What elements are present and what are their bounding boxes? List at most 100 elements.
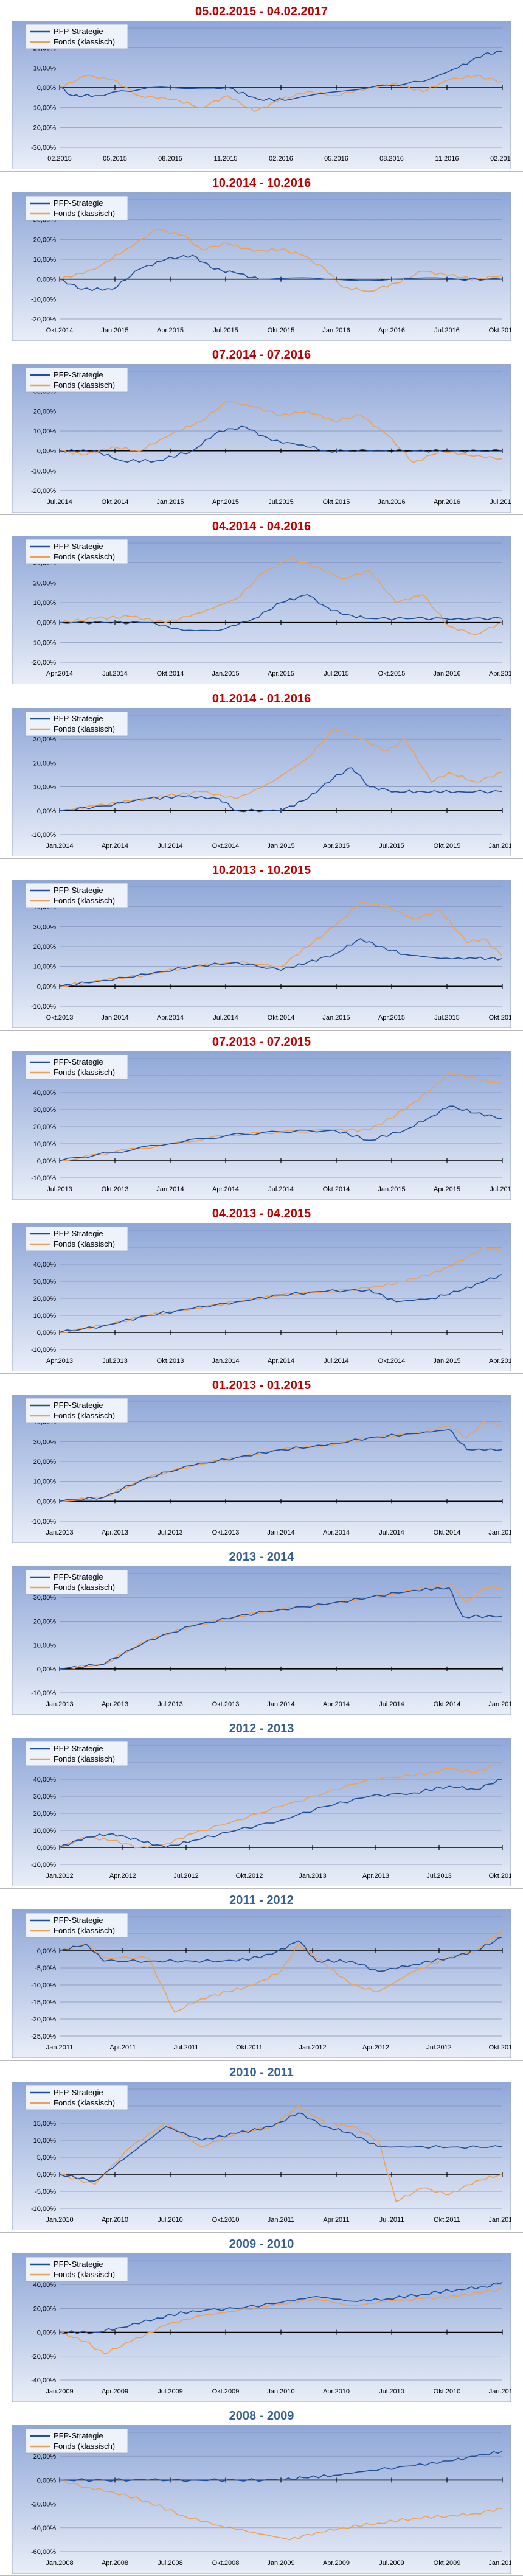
y-tick-label: 20,00% xyxy=(33,1810,57,1818)
x-tick-label: Apr.2015 xyxy=(157,327,184,334)
y-tick-label: 30,00% xyxy=(33,736,57,743)
x-tick-label: Apr.2010 xyxy=(323,2388,350,2395)
x-tick-label: Jan.2016 xyxy=(378,499,405,506)
legend-label-pfp: PFP-Strategie xyxy=(54,1229,103,1238)
series-line-pfp xyxy=(59,1105,503,1161)
x-tick-label: Jul.2015 xyxy=(434,1014,460,1021)
x-tick-label: 11.2015 xyxy=(214,155,238,163)
x-tick-label: 02.2016 xyxy=(269,155,293,163)
y-tick-label: -10,00% xyxy=(31,468,56,475)
x-tick-label: Jul.2011 xyxy=(379,2216,404,2224)
y-tick-label: -10,00% xyxy=(31,1690,56,1697)
x-tick-label: Jan.2015 xyxy=(488,1701,511,1708)
x-tick-label: Apr.2009 xyxy=(323,2560,350,2567)
y-tick-label: -5,00% xyxy=(35,1965,56,1972)
legend-label-fonds: Fonds (klassisch) xyxy=(54,896,115,905)
legend-box xyxy=(25,195,128,221)
series-line-fonds xyxy=(59,2479,503,2541)
x-tick-label: Jan.2015 xyxy=(267,842,294,850)
legend-box xyxy=(25,1226,128,1251)
x-tick-label: Okt.2011 xyxy=(236,2044,263,2051)
x-tick-label: Jan.2015 xyxy=(488,1529,511,1536)
y-tick-label: -10,00% xyxy=(31,1003,56,1010)
x-tick-label: Jul.2015 xyxy=(268,499,294,506)
x-tick-label: Jul.2014 xyxy=(379,1701,404,1708)
chart-panel: 01.2013 - 01.201550,00%40,00%30,00%20,00… xyxy=(0,1374,523,1546)
x-tick-label: Jan.2014 xyxy=(267,1701,294,1708)
y-tick-label: 0,00% xyxy=(37,2477,56,2484)
x-tick-label: Jan.2016 xyxy=(322,327,350,334)
x-tick-label: Okt.2014 xyxy=(378,1357,406,1365)
x-tick-label: Okt.2013 xyxy=(489,1872,511,1880)
legend-box xyxy=(25,2085,128,2110)
y-tick-label: 10,00% xyxy=(33,1312,57,1320)
y-tick-label: 20,00% xyxy=(33,943,57,951)
y-tick-label: -60,00% xyxy=(31,2549,56,2556)
chart-panel: 2012 - 201360,00%50,00%40,00%30,00%20,00… xyxy=(0,1717,523,1889)
x-tick-label: Jan.2013 xyxy=(46,1529,73,1536)
y-tick-label: -10,00% xyxy=(31,296,56,303)
x-tick-label: Okt.2013 xyxy=(157,1357,184,1365)
chart-panel: 07.2014 - 07.201640,00%30,00%20,00%10,00… xyxy=(0,343,523,516)
x-tick-label: Jul.2010 xyxy=(158,2216,183,2224)
x-tick-label: Jan.2011 xyxy=(268,2216,294,2224)
x-tick-label: Okt.2014 xyxy=(46,327,74,334)
legend-label-fonds: Fonds (klassisch) xyxy=(54,1239,115,1248)
x-tick-label: Apr.2014 xyxy=(323,1529,350,1536)
x-tick-label: Okt.2008 xyxy=(212,2560,240,2567)
x-tick-label: Jan.2015 xyxy=(156,499,184,506)
x-tick-label: Apr.2016 xyxy=(378,327,405,334)
chart-panel: 10.2013 - 10.201550,00%40,00%30,00%20,00… xyxy=(0,859,523,1031)
chart-title: 2012 - 2013 xyxy=(229,1722,294,1736)
y-tick-label: 10,00% xyxy=(33,256,57,264)
y-tick-label: -5,00% xyxy=(35,2188,56,2196)
legend-label-pfp: PFP-Strategie xyxy=(54,1744,103,1753)
y-tick-label: 20,00% xyxy=(33,2305,57,2312)
x-tick-label: Okt.2013 xyxy=(212,1701,240,1708)
y-tick-label: 30,00% xyxy=(33,1438,57,1446)
x-tick-label: 08.2015 xyxy=(158,155,182,163)
y-tick-label: 15,00% xyxy=(33,2120,57,2127)
legend-label-fonds: Fonds (klassisch) xyxy=(54,2270,115,2279)
x-tick-label: Okt.2015 xyxy=(268,327,295,334)
y-tick-label: 30,00% xyxy=(33,1594,57,1601)
y-tick-label: 20,00% xyxy=(33,580,57,587)
x-tick-label: Apr.2010 xyxy=(102,2216,128,2224)
x-tick-label: Okt.2014 xyxy=(212,842,240,850)
x-tick-label: Okt.2015 xyxy=(489,1014,511,1021)
x-tick-label: Jan.2011 xyxy=(46,2044,73,2051)
x-tick-label: Okt.2011 xyxy=(434,2216,460,2224)
y-tick-label: 0,00% xyxy=(37,1948,56,1955)
y-tick-label: 0,00% xyxy=(37,1158,56,1165)
y-tick-label: -15,00% xyxy=(31,1999,56,2006)
legend-box xyxy=(25,1054,128,1080)
y-tick-label: -40,00% xyxy=(31,2525,56,2532)
line-chart: 40,00%30,00%20,00%10,00%0,00%-10,00%-20,… xyxy=(12,192,511,341)
x-tick-label: Jan.2012 xyxy=(299,2044,326,2051)
series-line-pfp xyxy=(59,2281,503,2334)
legend-box xyxy=(25,711,128,736)
y-tick-label: 10,00% xyxy=(33,2137,57,2144)
x-tick-label: Okt.2014 xyxy=(323,1186,350,1193)
y-tick-label: 0,00% xyxy=(37,276,56,284)
x-tick-label: Apr.2015 xyxy=(434,1186,460,1193)
x-tick-label: Apr.2016 xyxy=(489,670,511,677)
series-line-fonds xyxy=(59,558,503,635)
x-tick-label: 05.2015 xyxy=(103,155,127,163)
line-chart: 50,00%40,00%30,00%20,00%10,00%0,00%-10,0… xyxy=(12,1395,511,1544)
x-tick-label: Jul.2013 xyxy=(158,1701,183,1708)
y-tick-label: 20,00% xyxy=(33,2453,57,2460)
y-tick-label: 40,00% xyxy=(33,1090,57,1097)
y-tick-label: -20,00% xyxy=(31,659,56,667)
chart-title: 07.2013 - 07.2015 xyxy=(212,1035,311,1049)
y-tick-label: 20,00% xyxy=(33,760,57,767)
x-tick-label: Jan.2015 xyxy=(433,1357,460,1365)
x-tick-label: Jul.2013 xyxy=(426,1872,452,1880)
y-tick-label: 0,00% xyxy=(37,2329,56,2336)
x-tick-label: Jul.2015 xyxy=(490,1186,511,1193)
y-tick-label: -20,00% xyxy=(31,2016,56,2023)
y-tick-label: 20,00% xyxy=(33,1124,57,1131)
chart-title: 2009 - 2010 xyxy=(229,2237,294,2251)
x-tick-label: Jan.2014 xyxy=(101,1014,128,1021)
